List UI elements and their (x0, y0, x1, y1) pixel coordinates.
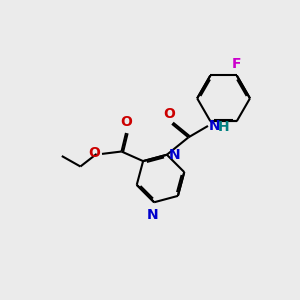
Text: O: O (88, 146, 100, 160)
Text: N: N (147, 208, 158, 222)
Text: N: N (169, 148, 181, 162)
Text: F: F (232, 57, 242, 71)
Text: H: H (218, 120, 229, 134)
Text: O: O (163, 107, 175, 122)
Text: N: N (208, 119, 220, 133)
Text: O: O (120, 115, 132, 129)
